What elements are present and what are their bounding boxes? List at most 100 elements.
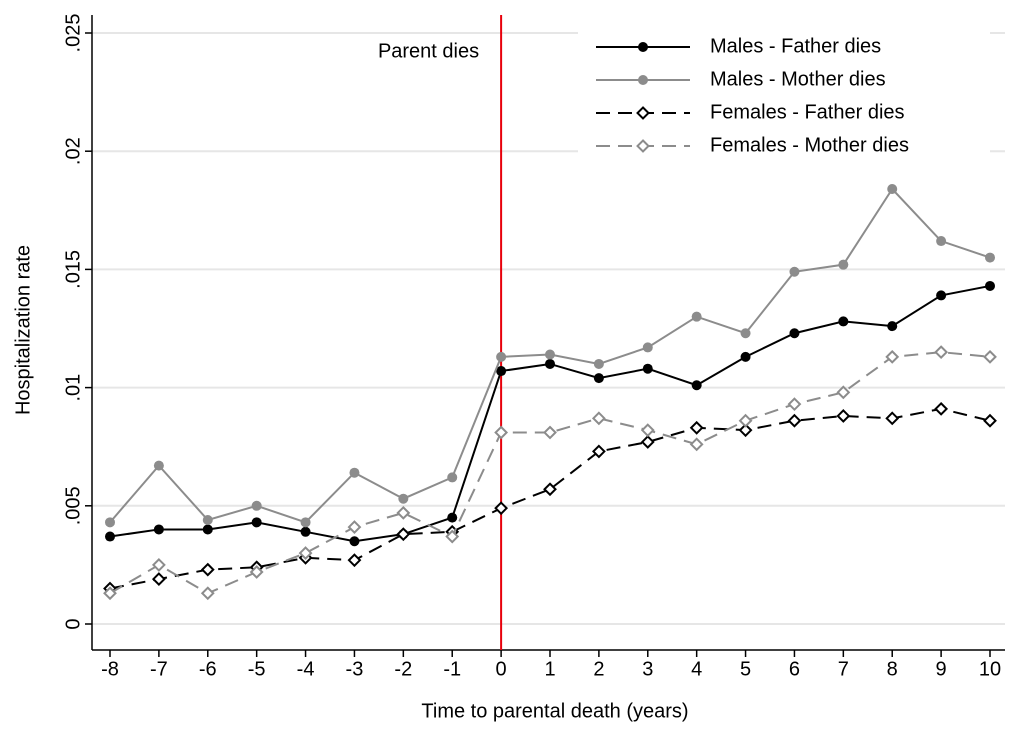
marker [103, 586, 117, 601]
legend-label: Males - Father dies [710, 35, 881, 57]
marker [936, 236, 947, 247]
y-tick-label: .02 [62, 137, 84, 165]
legend-box [578, 28, 990, 184]
marker [543, 482, 557, 497]
marker [396, 527, 411, 542]
marker [545, 349, 555, 360]
marker [298, 546, 313, 560]
x-tick-label: -6 [199, 658, 217, 680]
marker [249, 565, 264, 579]
x-tick-label: 2 [593, 658, 604, 680]
x-tick-label: 10 [979, 658, 1001, 680]
marker [689, 420, 704, 435]
legend-label: Females - Father dies [710, 101, 905, 123]
marker [593, 358, 604, 369]
marker [640, 435, 655, 449]
marker [494, 501, 509, 516]
x-tick-label: -3 [346, 658, 364, 680]
marker [447, 472, 458, 483]
marker [151, 572, 166, 586]
marker [936, 290, 947, 301]
marker [591, 411, 606, 426]
marker [593, 373, 604, 384]
legend-label: Males - Mother dies [710, 68, 886, 90]
marker [738, 423, 753, 438]
legend-label: Females - Mother dies [710, 134, 909, 156]
marker [740, 328, 751, 339]
marker [251, 517, 262, 528]
marker [153, 524, 164, 535]
y-tick-label: 0 [62, 618, 84, 629]
marker [545, 358, 555, 369]
x-tick-label: 1 [544, 658, 555, 680]
marker [836, 409, 851, 423]
y-tick-label: .025 [62, 14, 84, 53]
legend-marker [636, 106, 650, 120]
marker [445, 529, 460, 544]
marker [347, 553, 362, 568]
legend: Males - Father dies Males - Mother dies Fe… [578, 28, 990, 184]
marker [151, 557, 166, 572]
marker [349, 536, 360, 547]
x-axis-label: Time to parental death (years) [421, 700, 688, 722]
marker [398, 493, 409, 504]
marker [787, 413, 802, 428]
marker [494, 425, 509, 440]
marker [640, 423, 655, 438]
legend-marker [638, 42, 648, 52]
x-tick-label: -1 [443, 658, 461, 680]
y-tick-label: .005 [62, 486, 84, 525]
marker [202, 514, 213, 525]
x-tick-label: 7 [838, 658, 849, 680]
marker [251, 500, 262, 511]
marker [496, 351, 507, 362]
marker [543, 425, 557, 440]
marker [934, 401, 949, 416]
x-tick-label: 8 [887, 658, 898, 680]
marker [300, 526, 311, 537]
marker [738, 413, 753, 428]
marker [349, 467, 360, 478]
x-tick-label: -8 [101, 658, 119, 680]
x-tick-label: 3 [642, 658, 653, 680]
y-axis-label: Hospitalization rate [12, 245, 34, 415]
x-tick-label: 0 [496, 658, 507, 680]
marker [691, 311, 702, 322]
marker [300, 517, 311, 528]
x-tick-label: 5 [740, 658, 751, 680]
annotation: Parent dies [378, 40, 479, 62]
marker [789, 266, 800, 277]
y-tick-label: .01 [62, 374, 84, 402]
marker [985, 252, 995, 263]
marker [887, 184, 898, 195]
marker [887, 321, 898, 332]
marker [885, 411, 900, 426]
legend-marker [638, 75, 648, 85]
marker [200, 562, 215, 577]
marker [496, 366, 507, 377]
marker [885, 349, 900, 364]
marker [985, 280, 995, 291]
marker [642, 363, 653, 374]
marker [691, 380, 702, 391]
marker [838, 259, 849, 270]
marker [836, 385, 851, 400]
marker [202, 524, 213, 535]
marker [740, 351, 751, 362]
marker [787, 397, 802, 412]
x-tick-label: 6 [789, 658, 800, 680]
legend-marker [636, 139, 650, 153]
marker [689, 437, 704, 452]
marker [105, 517, 115, 528]
marker [447, 512, 458, 523]
marker [838, 316, 849, 327]
x-tick-label: -7 [150, 658, 168, 680]
marker [153, 460, 164, 471]
marker [396, 505, 411, 520]
x-tick-label: -5 [248, 658, 266, 680]
marker [200, 586, 215, 601]
marker [983, 349, 997, 364]
marker [105, 531, 115, 542]
